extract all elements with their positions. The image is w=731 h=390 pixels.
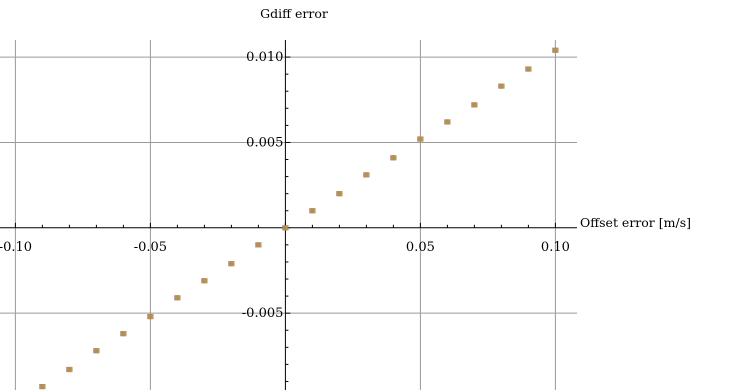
tick-labels: -0.10 -0.05 0.05 0.10 -0.005 0.005 0.010 bbox=[0, 50, 570, 321]
data-point bbox=[337, 191, 343, 197]
y-tick-label: 0.005 bbox=[246, 135, 283, 150]
data-point bbox=[418, 136, 424, 142]
x-tick-label: 0.05 bbox=[406, 240, 435, 255]
data-points bbox=[39, 47, 559, 390]
y-axis-label: Gdiff error bbox=[260, 6, 328, 21]
data-point bbox=[175, 295, 181, 301]
data-point bbox=[445, 119, 451, 125]
data-point bbox=[310, 208, 316, 214]
x-tick-label: -0.10 bbox=[0, 240, 32, 255]
data-point bbox=[67, 366, 73, 373]
data-point bbox=[283, 225, 289, 231]
data-point bbox=[391, 155, 397, 161]
data-point bbox=[40, 383, 46, 390]
data-point bbox=[148, 313, 154, 320]
y-tick-label: 0.010 bbox=[246, 50, 283, 65]
data-point bbox=[472, 102, 478, 108]
x-tick-label: -0.05 bbox=[134, 240, 167, 255]
data-point bbox=[364, 172, 370, 178]
data-point bbox=[553, 47, 559, 53]
y-tick-label: -0.005 bbox=[242, 306, 284, 321]
axes bbox=[0, 40, 577, 390]
data-point bbox=[526, 66, 532, 72]
data-point bbox=[202, 278, 208, 284]
data-point bbox=[256, 242, 262, 248]
data-point bbox=[229, 261, 235, 267]
data-point bbox=[499, 83, 505, 89]
x-tick-label: 0.10 bbox=[541, 240, 570, 255]
axis-ticks bbox=[14, 56, 556, 382]
x-axis-label: Offset error [m/s] bbox=[580, 215, 691, 230]
data-point bbox=[121, 331, 127, 337]
grid-lines bbox=[0, 40, 577, 390]
data-point bbox=[94, 348, 100, 354]
